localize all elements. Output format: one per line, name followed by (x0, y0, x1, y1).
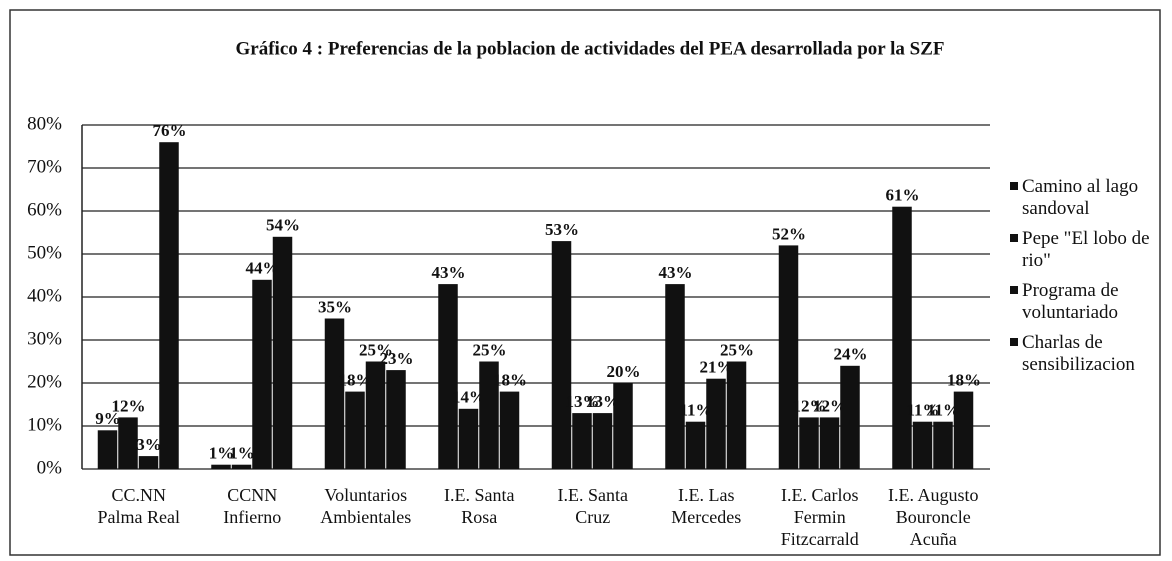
bar (613, 383, 633, 469)
y-tick-label: 30% (27, 328, 62, 349)
bar (458, 408, 479, 469)
legend-label: Charlas de sensibilizacion (1022, 332, 1135, 375)
bar (572, 413, 592, 469)
legend-label: Camino al lago sandoval (1022, 176, 1139, 219)
bar (840, 365, 860, 469)
data-label: 18% (339, 371, 373, 390)
bar (252, 279, 272, 469)
bar (97, 430, 118, 469)
legend-swatch (1010, 182, 1018, 190)
x-tick-label: I.E. Santa Rosa (444, 485, 515, 527)
bar (912, 421, 933, 469)
data-label: 25% (359, 340, 393, 359)
bar (592, 413, 613, 469)
data-label: 44% (246, 259, 280, 278)
bar (159, 142, 179, 469)
frame (9, 9, 1161, 556)
x-tick-label: I.E. Santa Cruz (557, 485, 628, 527)
y-tick-label: 60% (27, 199, 62, 220)
data-label: 25% (720, 340, 754, 359)
bar (118, 417, 138, 469)
legend-swatch (1010, 286, 1018, 294)
data-label: 3% (136, 435, 162, 454)
data-label: 21% (700, 358, 734, 377)
bar (778, 245, 799, 469)
bar (819, 417, 840, 469)
y-tick-label: 0% (37, 457, 63, 478)
y-tick-label: 20% (27, 371, 62, 392)
x-tick-label: I.E. Augusto Bouroncle Acuña (887, 485, 979, 549)
data-label: 11% (906, 401, 939, 420)
bar (438, 284, 458, 469)
bar (386, 370, 406, 469)
data-label: 1% (229, 444, 255, 463)
bar (324, 318, 345, 469)
bar (551, 241, 572, 469)
y-tick-label: 80% (27, 113, 62, 134)
y-tick-label: 10% (27, 414, 62, 435)
data-label: 24% (834, 345, 868, 364)
bar (953, 391, 974, 469)
data-label: 12% (793, 396, 827, 415)
bar (365, 361, 386, 469)
chart-title: Gráfico 4 : Preferencias de la poblacion… (236, 38, 945, 59)
data-label: 13% (586, 392, 620, 411)
bar (345, 391, 365, 469)
data-label: 18% (493, 371, 527, 390)
bar (499, 391, 520, 469)
data-label: 35% (318, 297, 352, 316)
y-tick-label: 40% (27, 285, 62, 306)
data-label: 43% (432, 263, 466, 282)
legend-swatch (1010, 234, 1018, 242)
bar (799, 417, 819, 469)
data-label: 12% (813, 396, 847, 415)
legend-label: Pepe "El lobo de rio" (1022, 228, 1150, 271)
data-label: 1% (209, 444, 235, 463)
bar (685, 421, 706, 469)
x-tick-label: Voluntarios Ambientales (320, 485, 412, 527)
x-tick-label: CCNN Infierno (223, 485, 282, 527)
legend-label: Programa de voluntariado (1022, 280, 1119, 323)
data-label: 53% (545, 220, 579, 239)
bar (892, 206, 912, 469)
x-tick-label: CC.NN Palma Real (97, 485, 180, 527)
bar (706, 378, 726, 469)
data-label: 14% (452, 388, 486, 407)
bar (138, 456, 159, 469)
bar (726, 361, 747, 469)
data-label: 54% (266, 216, 300, 235)
bar (933, 421, 953, 469)
y-tick-label: 70% (27, 156, 62, 177)
data-label: 13% (566, 392, 600, 411)
data-label: 12% (112, 396, 146, 415)
bar (479, 361, 499, 469)
legend-swatch (1010, 338, 1018, 346)
y-tick-label: 50% (27, 242, 62, 263)
x-tick-label: I.E. Carlos Fermin Fitzcarrald (780, 485, 859, 549)
data-label: 9% (95, 409, 121, 428)
x-tick-label: I.E. Las Mercedes (671, 485, 742, 527)
data-label: 52% (772, 224, 806, 243)
bar (231, 464, 252, 469)
data-label: 11% (927, 401, 960, 420)
data-label: 43% (659, 263, 693, 282)
data-label: 61% (886, 186, 920, 205)
bar (211, 464, 231, 469)
data-label: 18% (947, 371, 981, 390)
data-label: 25% (473, 340, 507, 359)
data-label: 11% (679, 401, 712, 420)
bar (665, 284, 685, 469)
bar (272, 236, 293, 469)
data-label: 20% (607, 362, 641, 381)
data-label: 76% (153, 121, 187, 140)
data-label: 23% (380, 349, 414, 368)
